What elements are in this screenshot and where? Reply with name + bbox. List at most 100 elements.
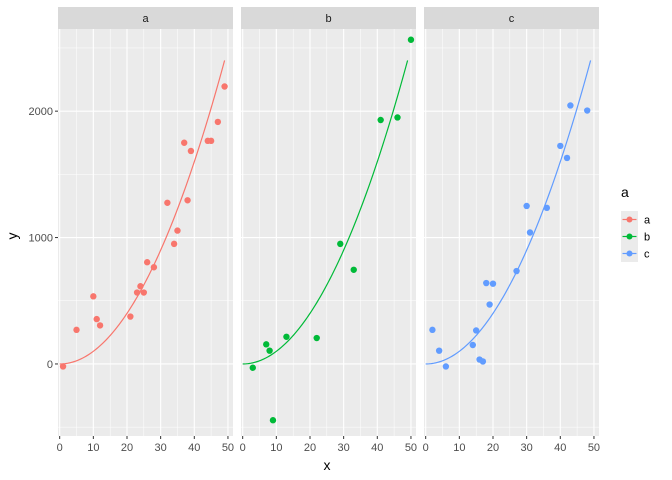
legend: a abc [621, 184, 651, 262]
data-point [435, 347, 443, 354]
facet-strip [58, 7, 233, 29]
facet-panel-c: c [424, 7, 599, 436]
x-tick-label: 30 [521, 442, 533, 454]
legend-key-point [626, 250, 633, 257]
data-point [377, 116, 384, 124]
data-point [187, 147, 195, 155]
data-point [184, 197, 191, 204]
x-tick-label: 30 [155, 442, 167, 454]
data-point [350, 266, 357, 273]
data-point [73, 326, 80, 334]
panel-background [424, 29, 599, 436]
facet-panel-b: b [241, 7, 416, 436]
data-point [59, 363, 67, 370]
data-point [563, 154, 571, 162]
x-tick-label: 0 [240, 442, 246, 454]
x-axis-title: x [324, 457, 331, 473]
data-point [557, 142, 564, 150]
data-point [513, 267, 520, 275]
data-point [407, 36, 415, 43]
legend-key-point [626, 233, 633, 240]
data-point [479, 358, 487, 365]
data-point [143, 259, 151, 266]
x-axis: 0 10 20 30 40 50 0 10 20 30 40 50 0 10 20 30 40 50 [57, 436, 600, 454]
data-point [181, 139, 188, 146]
data-point [394, 114, 401, 121]
x-tick-label: 0 [423, 442, 429, 454]
panel-background [241, 29, 416, 436]
facet-strip [241, 7, 416, 29]
data-point [137, 283, 144, 290]
data-point [313, 334, 320, 342]
data-point [170, 240, 178, 248]
legend-item-b: b [621, 228, 650, 245]
x-tick-label: 30 [338, 442, 350, 454]
data-point [567, 102, 574, 109]
data-point [486, 301, 493, 308]
y-tick-label: 1000 [29, 233, 53, 245]
legend-item-a: a [621, 211, 651, 228]
y-axis: 0 1000 2000 [29, 106, 58, 371]
legend-item-c: c [621, 245, 650, 262]
data-point [266, 347, 273, 354]
data-point [207, 137, 215, 145]
data-point [442, 363, 450, 370]
facet-strip-label: c [509, 13, 515, 25]
data-point [483, 279, 490, 287]
x-tick-label: 50 [405, 442, 417, 454]
x-tick-label: 10 [453, 442, 465, 454]
data-point [283, 333, 290, 340]
x-tick-label: 20 [304, 442, 316, 454]
data-point [174, 227, 181, 234]
x-tick-label: 10 [87, 442, 99, 454]
data-point [214, 118, 222, 126]
data-point [269, 417, 277, 424]
data-point [472, 327, 480, 334]
data-point [584, 107, 591, 114]
y-axis-title: y [4, 233, 20, 240]
data-point [337, 240, 344, 248]
panel-background [58, 29, 233, 436]
data-point [93, 315, 100, 323]
data-point [150, 264, 158, 271]
fit-curve-b [242, 60, 409, 365]
facet-strip-label: b [325, 13, 331, 25]
facet-strip [424, 7, 599, 29]
data-point [140, 289, 148, 296]
x-tick-label: 10 [270, 442, 282, 454]
panels-layer: a b c [58, 7, 599, 436]
y-tick-label: 0 [47, 359, 53, 371]
data-point [469, 341, 476, 349]
x-tick-label: 40 [554, 442, 566, 454]
x-tick-label: 40 [371, 442, 383, 454]
legend-label: a [644, 215, 651, 227]
x-tick-label: 20 [121, 442, 133, 454]
data-point [543, 204, 551, 212]
facet-panel-a: a [58, 7, 233, 436]
data-point [164, 199, 171, 206]
legend-title: a [621, 184, 629, 200]
x-tick-label: 50 [222, 442, 234, 454]
data-point [221, 83, 228, 90]
legend-label: c [644, 249, 650, 261]
x-tick-label: 0 [57, 442, 63, 454]
data-point [96, 322, 104, 329]
data-point [523, 202, 530, 210]
data-point [263, 341, 270, 348]
data-point [489, 280, 497, 287]
facet-strip-label: a [142, 13, 149, 25]
data-point [429, 326, 436, 334]
y-tick-label: 2000 [29, 106, 53, 118]
legend-key-point [626, 216, 633, 223]
data-point [90, 293, 97, 300]
x-tick-label: 20 [487, 442, 499, 454]
legend-label: b [644, 232, 650, 244]
data-point [526, 229, 534, 236]
x-tick-label: 50 [588, 442, 600, 454]
data-point [127, 313, 134, 320]
x-tick-label: 40 [188, 442, 200, 454]
fit-curve-c [425, 60, 592, 365]
data-point [133, 289, 141, 296]
data-point [249, 364, 256, 371]
